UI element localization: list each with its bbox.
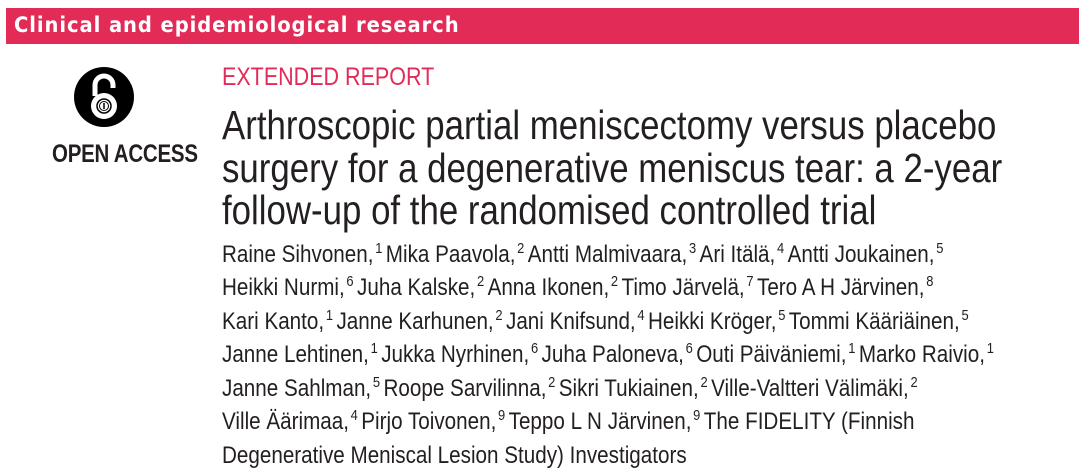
- author-name: Ari Itälä,: [699, 240, 776, 268]
- author-name: Teppo L N Järvinen,: [508, 408, 692, 435]
- author-affiliation: 2: [910, 373, 918, 391]
- author-name: Ville Äärimaa,: [222, 408, 349, 435]
- author-name: Ville-Valtteri Välimäki,: [711, 374, 909, 402]
- author-name: Tommi Kääriäinen,: [788, 307, 960, 335]
- author-name: Janne Karhunen,: [336, 307, 494, 335]
- article-type: EXTENDED REPORT: [222, 63, 435, 91]
- author-affiliation: 7: [746, 273, 754, 290]
- author-line: Raine Sihvonen, 1 Mika Paavola, 2 Antti Malm…: [222, 240, 1002, 274]
- author-name: Mika Paavola,: [385, 240, 516, 268]
- author-name: Janne Sahlman,: [222, 374, 372, 402]
- author-affiliation: 5: [372, 373, 381, 391]
- author-affiliation: 9: [498, 407, 506, 424]
- author-affiliation: 3: [688, 239, 697, 257]
- author-name: Kari Kanto,: [222, 307, 325, 335]
- author-name: Degenerative Meniscal Lesion Study) Inve…: [222, 441, 687, 469]
- author-line: Heikki Nurmi, 6 Juha Kalske, 2 Anna Ikonen, 2…: [222, 273, 1002, 307]
- author-name: Antti Malmivaara,: [527, 240, 688, 268]
- author-affiliation: 2: [548, 373, 556, 391]
- open-access-badge: OPEN ACCESS: [36, 66, 198, 169]
- author-name: Sikri Tukiainen,: [558, 374, 699, 402]
- author-name: Janne Lehtinen,: [222, 341, 369, 368]
- author-name: Pirjo Toivonen,: [361, 408, 497, 435]
- author-affiliation: 9: [693, 407, 701, 424]
- author-affiliation: 5: [778, 306, 786, 324]
- author-name: Timo Järvelä,: [621, 274, 745, 301]
- section-banner: Clinical and epidemiological research: [6, 8, 1079, 44]
- open-padlock-icon: [74, 67, 134, 127]
- author-name: Juha Kalske,: [357, 274, 476, 301]
- author-name: Heikki Kröger,: [647, 307, 777, 335]
- open-access-label: OPEN ACCESS: [51, 140, 198, 168]
- author-affiliation: 1: [375, 239, 383, 257]
- author-name: Marko Raivio,: [858, 341, 985, 368]
- author-affiliation: 2: [517, 239, 525, 257]
- author-affiliation: 1: [370, 340, 378, 357]
- author-name: Juha Paloneva,: [541, 341, 684, 368]
- author-line: Ville Äärimaa, 4 Pirjo Toivonen, 9 Teppo L N…: [222, 407, 1002, 441]
- author-affiliation: 2: [700, 373, 708, 391]
- author-affiliation: 2: [610, 273, 619, 290]
- author-affiliation: 4: [776, 239, 785, 257]
- author-name: Antti Joukainen,: [787, 240, 935, 268]
- author-affiliation: 6: [346, 273, 354, 290]
- author-affiliation: 1: [325, 306, 334, 324]
- author-name: Outi Päiväniemi,: [696, 341, 847, 368]
- author-affiliation: 8: [926, 273, 934, 290]
- author-name: Heikki Nurmi,: [222, 274, 345, 301]
- title-line: follow-up of the randomised controlled t…: [222, 187, 877, 233]
- author-name: Jukka Nyrhinen,: [381, 341, 530, 368]
- author-name: Raine Sihvonen,: [222, 240, 374, 268]
- author-name: Roope Sarvilinna,: [383, 374, 547, 402]
- author-affiliation: 5: [961, 306, 969, 324]
- author-name: The FIDELITY (Finnish: [703, 408, 915, 435]
- author-affiliation: 2: [476, 273, 485, 290]
- title-line: Arthroscopic partial meniscectomy versus…: [222, 102, 997, 148]
- author-line: Janne Sahlman, 5 Roope Sarvilinna, 2 Sikri T…: [222, 374, 1002, 408]
- article-title: Arthroscopic partial meniscectomy versus…: [222, 104, 1002, 232]
- section-banner-label: Clinical and epidemiological research: [14, 13, 460, 37]
- author-line: Janne Lehtinen, 1 Jukka Nyrhinen, 6 Juha Pal…: [222, 340, 1002, 374]
- article-header: EXTENDED REPORT Arthroscopic partial men…: [222, 62, 1002, 471]
- author-affiliation: 6: [685, 340, 693, 357]
- author-list: Raine Sihvonen, 1 Mika Paavola, 2 Antti Malm…: [222, 240, 1002, 472]
- author-line: Kari Kanto, 1 Janne Karhunen, 2 Jani Knifsun…: [222, 307, 1002, 341]
- title-line: surgery for a degenerative meniscus tear…: [222, 144, 1003, 191]
- author-name: Jani Knifsund,: [506, 307, 636, 335]
- author-name: Tero A H Järvinen,: [757, 274, 925, 301]
- author-affiliation: 4: [350, 407, 358, 424]
- author-affiliation: 4: [637, 306, 645, 324]
- author-name: Anna Ikonen,: [487, 274, 610, 301]
- author-affiliation: 1: [848, 340, 856, 357]
- author-line: Degenerative Meniscal Lesion Study) Inve…: [222, 441, 1002, 472]
- author-affiliation: 2: [495, 306, 503, 324]
- author-affiliation: 6: [530, 340, 539, 357]
- author-affiliation: 1: [986, 340, 994, 357]
- author-affiliation: 5: [936, 239, 944, 257]
